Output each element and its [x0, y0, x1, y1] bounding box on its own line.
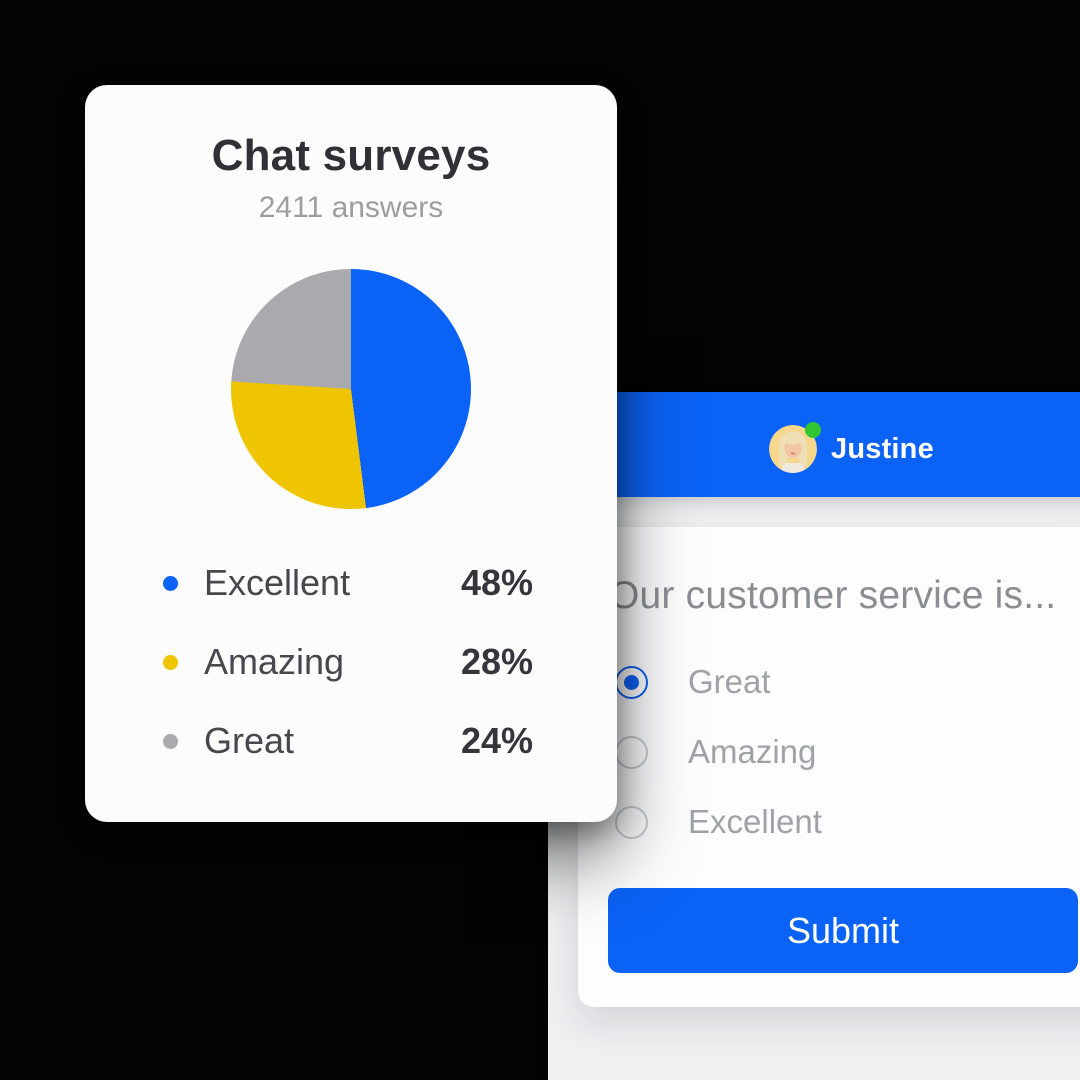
legend-label: Great [204, 720, 295, 761]
radio-label[interactable]: Great [688, 663, 771, 700]
survey-question: Our customer service is... [609, 574, 1057, 617]
legend-dot [163, 733, 178, 749]
legend-row-great: Great 24% [163, 717, 533, 765]
radio-label[interactable]: Amazing [688, 733, 817, 770]
legend-dot [163, 654, 178, 670]
agent-avatar [769, 422, 821, 473]
radio-button[interactable] [615, 665, 648, 699]
radio-option-amazing[interactable]: Amazing [615, 733, 817, 770]
legend-row-amazing: Amazing 28% [163, 638, 533, 686]
agent-name: Justine [831, 432, 934, 465]
submit-button[interactable]: Submit [608, 888, 1078, 973]
radio-option-great[interactable]: Great [615, 663, 771, 700]
agent-identity: Justine [769, 422, 934, 473]
survey-results-pie-chart [231, 269, 471, 509]
avatar-image [769, 425, 817, 473]
chat-surveys-card: Chat surveys 2411 answers Excellent 48% … [85, 85, 617, 822]
radio-button[interactable] [615, 805, 648, 839]
legend-dot [163, 575, 178, 591]
radio-button[interactable] [615, 735, 648, 769]
legend-value: 28% [460, 641, 533, 682]
legend-value: 24% [460, 720, 533, 761]
card-title: Chat surveys [211, 131, 491, 180]
radio-option-excellent[interactable]: Excellent [615, 803, 822, 840]
pie-legend: Excellent 48% Amazing 28% Great 24% [163, 559, 533, 765]
legend-value: 48% [460, 562, 533, 603]
legend-label: Excellent [204, 562, 351, 603]
online-status-dot [805, 422, 821, 438]
answers-count: 2411 answers [258, 191, 444, 224]
legend-row-excellent: Excellent 48% [163, 559, 533, 607]
radio-label[interactable]: Excellent [688, 803, 822, 840]
legend-label: Amazing [204, 641, 345, 682]
